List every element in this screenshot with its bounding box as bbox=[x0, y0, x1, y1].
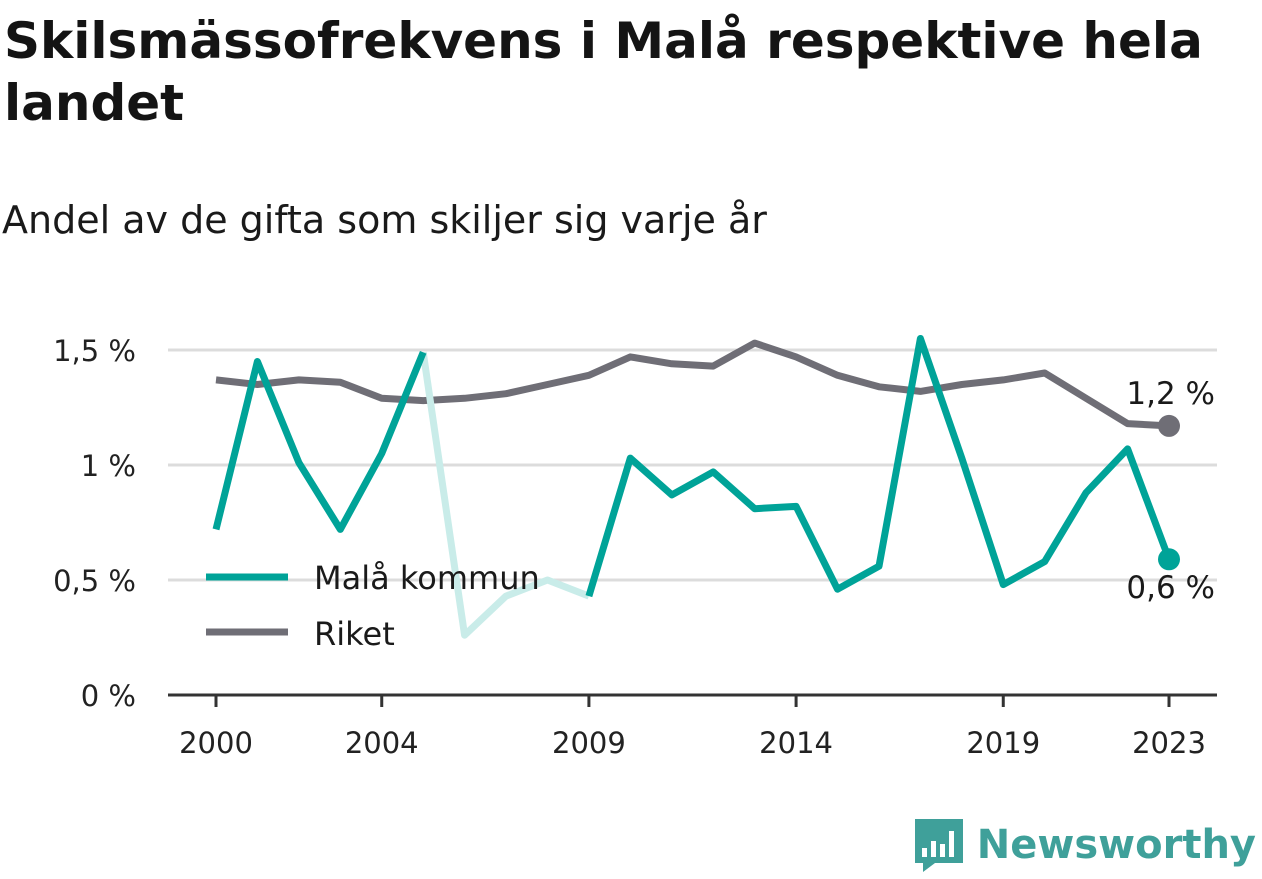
legend: Malå kommun Riket bbox=[206, 559, 540, 653]
series-lines bbox=[212, 335, 1173, 639]
chart-title: Skilsmässofrekvens i Malå respektive hel… bbox=[4, 12, 1203, 132]
brand: Newsworthy bbox=[913, 817, 1256, 873]
series-line-mala bbox=[585, 335, 1173, 598]
series-line-riket bbox=[215, 339, 1170, 430]
end-label-mala: 0,6 % bbox=[1126, 570, 1215, 606]
x-tick-label: 2019 bbox=[966, 726, 1040, 760]
x-tick-label: 2000 bbox=[179, 726, 253, 760]
end-marker-riket bbox=[1158, 414, 1180, 437]
y-tick-label: 0 % bbox=[81, 679, 136, 713]
x-tick-label: 2014 bbox=[759, 726, 833, 760]
x-tick-label: 2023 bbox=[1132, 726, 1206, 760]
series-line-mala-faded bbox=[419, 351, 591, 639]
end-marker-mala bbox=[1158, 548, 1180, 571]
y-tick-label: 1 % bbox=[81, 449, 136, 483]
x-tick-label: 2004 bbox=[345, 726, 419, 760]
chart-subtitle: Andel av de gifta som skiljer sig varje … bbox=[2, 198, 767, 242]
y-tick-label: 1,5 % bbox=[53, 334, 136, 368]
x-axis: 2000 2004 2009 2014 2019 2023 bbox=[168, 693, 1217, 760]
y-tick-label: 0,5 % bbox=[53, 564, 136, 598]
x-tick-label: 2009 bbox=[552, 726, 626, 760]
series-line-mala bbox=[212, 350, 427, 533]
y-axis-tick-labels: 0 % 0,5 % 1 % 1,5 % bbox=[53, 334, 136, 713]
brand-name: Newsworthy bbox=[976, 822, 1256, 868]
gridlines bbox=[168, 348, 1217, 582]
newsworthy-logo-icon bbox=[914, 819, 963, 872]
legend-label-mala: Malå kommun bbox=[314, 559, 540, 597]
end-markers bbox=[1158, 414, 1180, 571]
legend-label-riket: Riket bbox=[314, 615, 395, 653]
end-label-riket: 1,2 % bbox=[1126, 376, 1215, 412]
